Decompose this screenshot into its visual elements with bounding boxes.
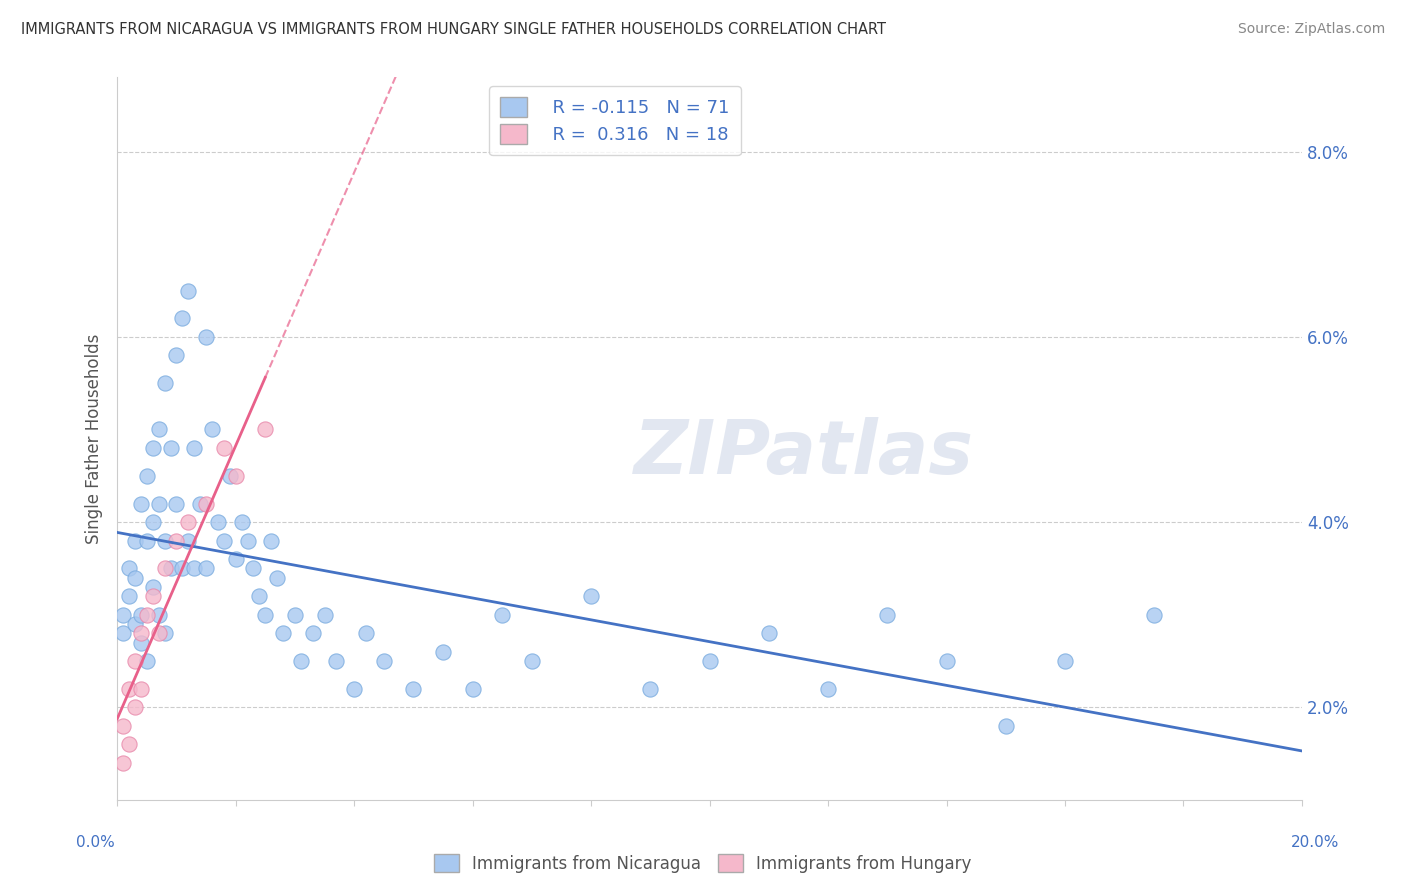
Point: [373, 654, 395, 668]
Point: [225, 552, 247, 566]
Point: [165, 497, 187, 511]
Point: [129, 626, 152, 640]
Point: [112, 756, 135, 770]
Point: [225, 468, 247, 483]
Y-axis label: Single Father Households: Single Father Households: [86, 334, 103, 544]
Point: [183, 561, 205, 575]
Point: [135, 654, 157, 668]
Point: [118, 681, 141, 696]
Point: [260, 533, 283, 548]
Point: [301, 626, 323, 640]
Point: [195, 561, 218, 575]
Point: [165, 533, 187, 548]
Point: [271, 626, 294, 640]
Point: [153, 376, 176, 391]
Point: [135, 607, 157, 622]
Point: [218, 468, 240, 483]
Point: [461, 681, 484, 696]
Point: [212, 533, 235, 548]
Point: [172, 561, 194, 575]
Point: [579, 589, 602, 603]
Point: [354, 626, 377, 640]
Point: [124, 533, 146, 548]
Point: [1143, 607, 1166, 622]
Point: [284, 607, 307, 622]
Point: [183, 441, 205, 455]
Point: [266, 571, 288, 585]
Point: [935, 654, 957, 668]
Point: [402, 681, 425, 696]
Point: [153, 626, 176, 640]
Point: [135, 468, 157, 483]
Point: [135, 533, 157, 548]
Text: 0.0%: 0.0%: [76, 836, 115, 850]
Legend:   R = -0.115   N = 71,   R =  0.316   N = 18: R = -0.115 N = 71, R = 0.316 N = 18: [489, 87, 741, 155]
Point: [247, 589, 270, 603]
Point: [165, 348, 187, 362]
Point: [195, 330, 218, 344]
Point: [207, 515, 229, 529]
Text: Source: ZipAtlas.com: Source: ZipAtlas.com: [1237, 22, 1385, 37]
Text: ZIPatlas: ZIPatlas: [634, 417, 974, 490]
Point: [1053, 654, 1076, 668]
Point: [148, 422, 170, 436]
Point: [817, 681, 839, 696]
Point: [758, 626, 780, 640]
Point: [159, 561, 181, 575]
Point: [148, 497, 170, 511]
Point: [112, 719, 135, 733]
Point: [142, 515, 165, 529]
Point: [290, 654, 312, 668]
Point: [188, 497, 211, 511]
Point: [432, 645, 454, 659]
Point: [142, 589, 165, 603]
Point: [112, 626, 135, 640]
Point: [201, 422, 224, 436]
Point: [129, 635, 152, 649]
Point: [177, 533, 200, 548]
Point: [142, 580, 165, 594]
Point: [236, 533, 259, 548]
Text: 20.0%: 20.0%: [1291, 836, 1339, 850]
Point: [231, 515, 253, 529]
Point: [153, 533, 176, 548]
Point: [148, 607, 170, 622]
Point: [314, 607, 336, 622]
Point: [994, 719, 1017, 733]
Point: [343, 681, 366, 696]
Point: [159, 441, 181, 455]
Point: [325, 654, 347, 668]
Point: [129, 607, 152, 622]
Point: [640, 681, 662, 696]
Point: [172, 311, 194, 326]
Point: [177, 284, 200, 298]
Point: [124, 654, 146, 668]
Point: [254, 607, 277, 622]
Point: [118, 561, 141, 575]
Point: [520, 654, 543, 668]
Point: [254, 422, 277, 436]
Point: [124, 571, 146, 585]
Legend: Immigrants from Nicaragua, Immigrants from Hungary: Immigrants from Nicaragua, Immigrants fr…: [427, 847, 979, 880]
Point: [699, 654, 721, 668]
Point: [195, 497, 218, 511]
Point: [876, 607, 898, 622]
Point: [212, 441, 235, 455]
Point: [124, 617, 146, 632]
Text: IMMIGRANTS FROM NICARAGUA VS IMMIGRANTS FROM HUNGARY SINGLE FATHER HOUSEHOLDS CO: IMMIGRANTS FROM NICARAGUA VS IMMIGRANTS …: [21, 22, 886, 37]
Point: [129, 497, 152, 511]
Point: [112, 607, 135, 622]
Point: [153, 561, 176, 575]
Point: [242, 561, 264, 575]
Point: [177, 515, 200, 529]
Point: [118, 738, 141, 752]
Point: [148, 626, 170, 640]
Point: [142, 441, 165, 455]
Point: [124, 700, 146, 714]
Point: [129, 681, 152, 696]
Point: [118, 589, 141, 603]
Point: [491, 607, 513, 622]
